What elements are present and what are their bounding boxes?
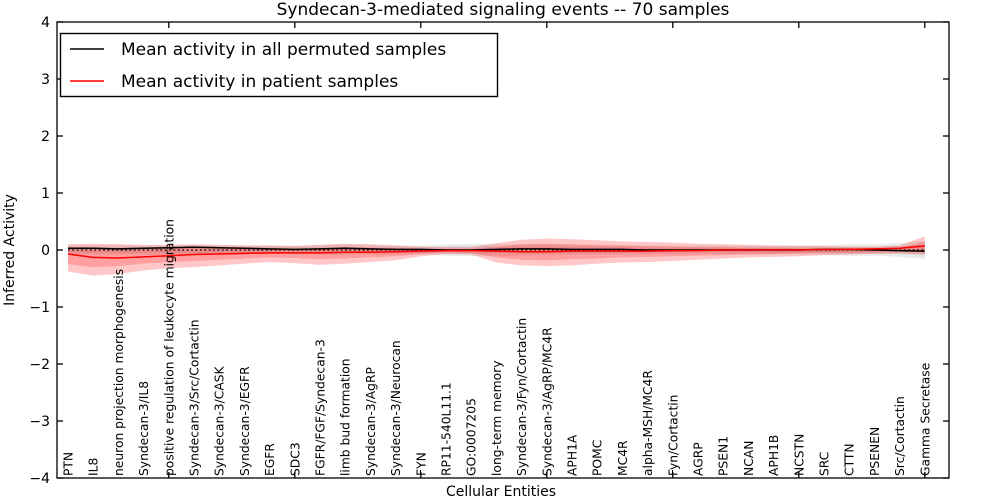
x-category-label: neuron projection morphogenesis: [112, 269, 126, 476]
x-category-label: EGFR: [263, 443, 277, 476]
figure: 4 3 2 1 0 −1 −2 −3 −4 PTN IL8 neuron projection mo…: [0, 0, 1000, 500]
x-category-label: Syndecan-3/EGFR: [238, 366, 252, 476]
x-category-label: AGRP: [692, 442, 706, 476]
x-category-label: GO:0007205: [465, 398, 479, 476]
x-category-label: Syndecan-3/AgRP/MC4R: [540, 327, 554, 476]
y-tick-label: 4: [41, 15, 50, 31]
x-category-label: Fyn/Cortactin: [666, 395, 680, 476]
y-tick-label: −1: [29, 300, 50, 316]
x-category-label: Gamma Secretase: [918, 363, 932, 476]
y-tick-label: −4: [29, 471, 50, 487]
x-category-label: MC4R: [616, 440, 630, 476]
x-category-label: NCAN: [742, 441, 756, 476]
x-category-label: alpha-MSH/MC4R: [641, 370, 655, 476]
x-category-label: Syndecan-3/IL8: [137, 381, 151, 476]
legend-label-permuted: Mean activity in all permuted samples: [121, 40, 446, 60]
chart-title: Syndecan-3-mediated signaling events -- …: [277, 0, 730, 20]
x-category-label: Syndecan-3/Neurocan: [389, 340, 403, 476]
x-category-label: CTTN: [843, 443, 857, 476]
x-category-label: APH1A: [566, 434, 580, 476]
x-axis-label: Cellular Entities: [446, 484, 556, 500]
y-tick-label: 0: [41, 243, 50, 259]
y-tick-label: 2: [41, 129, 50, 145]
chart-canvas: 4 3 2 1 0 −1 −2 −3 −4 PTN IL8 neuron projection mo…: [0, 0, 1000, 500]
x-category-label: Syndecan-3/CASK: [213, 365, 227, 476]
legend-label-patient: Mean activity in patient samples: [121, 72, 398, 92]
x-category-label: long-term memory: [490, 361, 504, 476]
x-category-label: POMC: [591, 440, 605, 476]
x-category-label: FYN: [414, 452, 428, 476]
y-tick-label: 3: [41, 72, 50, 88]
x-category-label: limb bud formation: [339, 358, 353, 476]
y-tick-label: −3: [29, 414, 50, 430]
x-category-label: RP11-540L11.1: [440, 382, 454, 476]
y-axis-label: Inferred Activity: [2, 194, 18, 306]
x-category-label: Syndecan-3/Fyn/Cortactin: [515, 318, 529, 476]
x-category-label: SRC: [818, 452, 832, 476]
confidence-bands: [68, 236, 925, 275]
x-category-label: APH1B: [767, 435, 781, 476]
x-category-label: FGFR/FGF/Syndecan-3: [314, 339, 328, 476]
x-category-label: Syndecan-3/Src/Cortactin: [188, 319, 202, 476]
x-category-label: IL8: [87, 458, 101, 476]
x-category-label: PTN: [62, 452, 76, 476]
y-tick-label: −2: [29, 357, 50, 373]
x-category-label: Syndecan-3/AgRP: [364, 367, 378, 476]
x-category-label: positive regulation of leukocyte migrati…: [162, 219, 176, 476]
x-category-label: PSEN1: [717, 436, 731, 476]
x-category-label: SDC3: [288, 442, 302, 476]
x-category-label: Src/Cortactin: [893, 396, 907, 476]
x-category-label: PSENEN: [868, 427, 882, 476]
x-category-label: NCSTN: [792, 434, 806, 476]
y-tick-label: 1: [41, 186, 50, 202]
legend: Mean activity in all permuted samples Me…: [61, 34, 498, 97]
